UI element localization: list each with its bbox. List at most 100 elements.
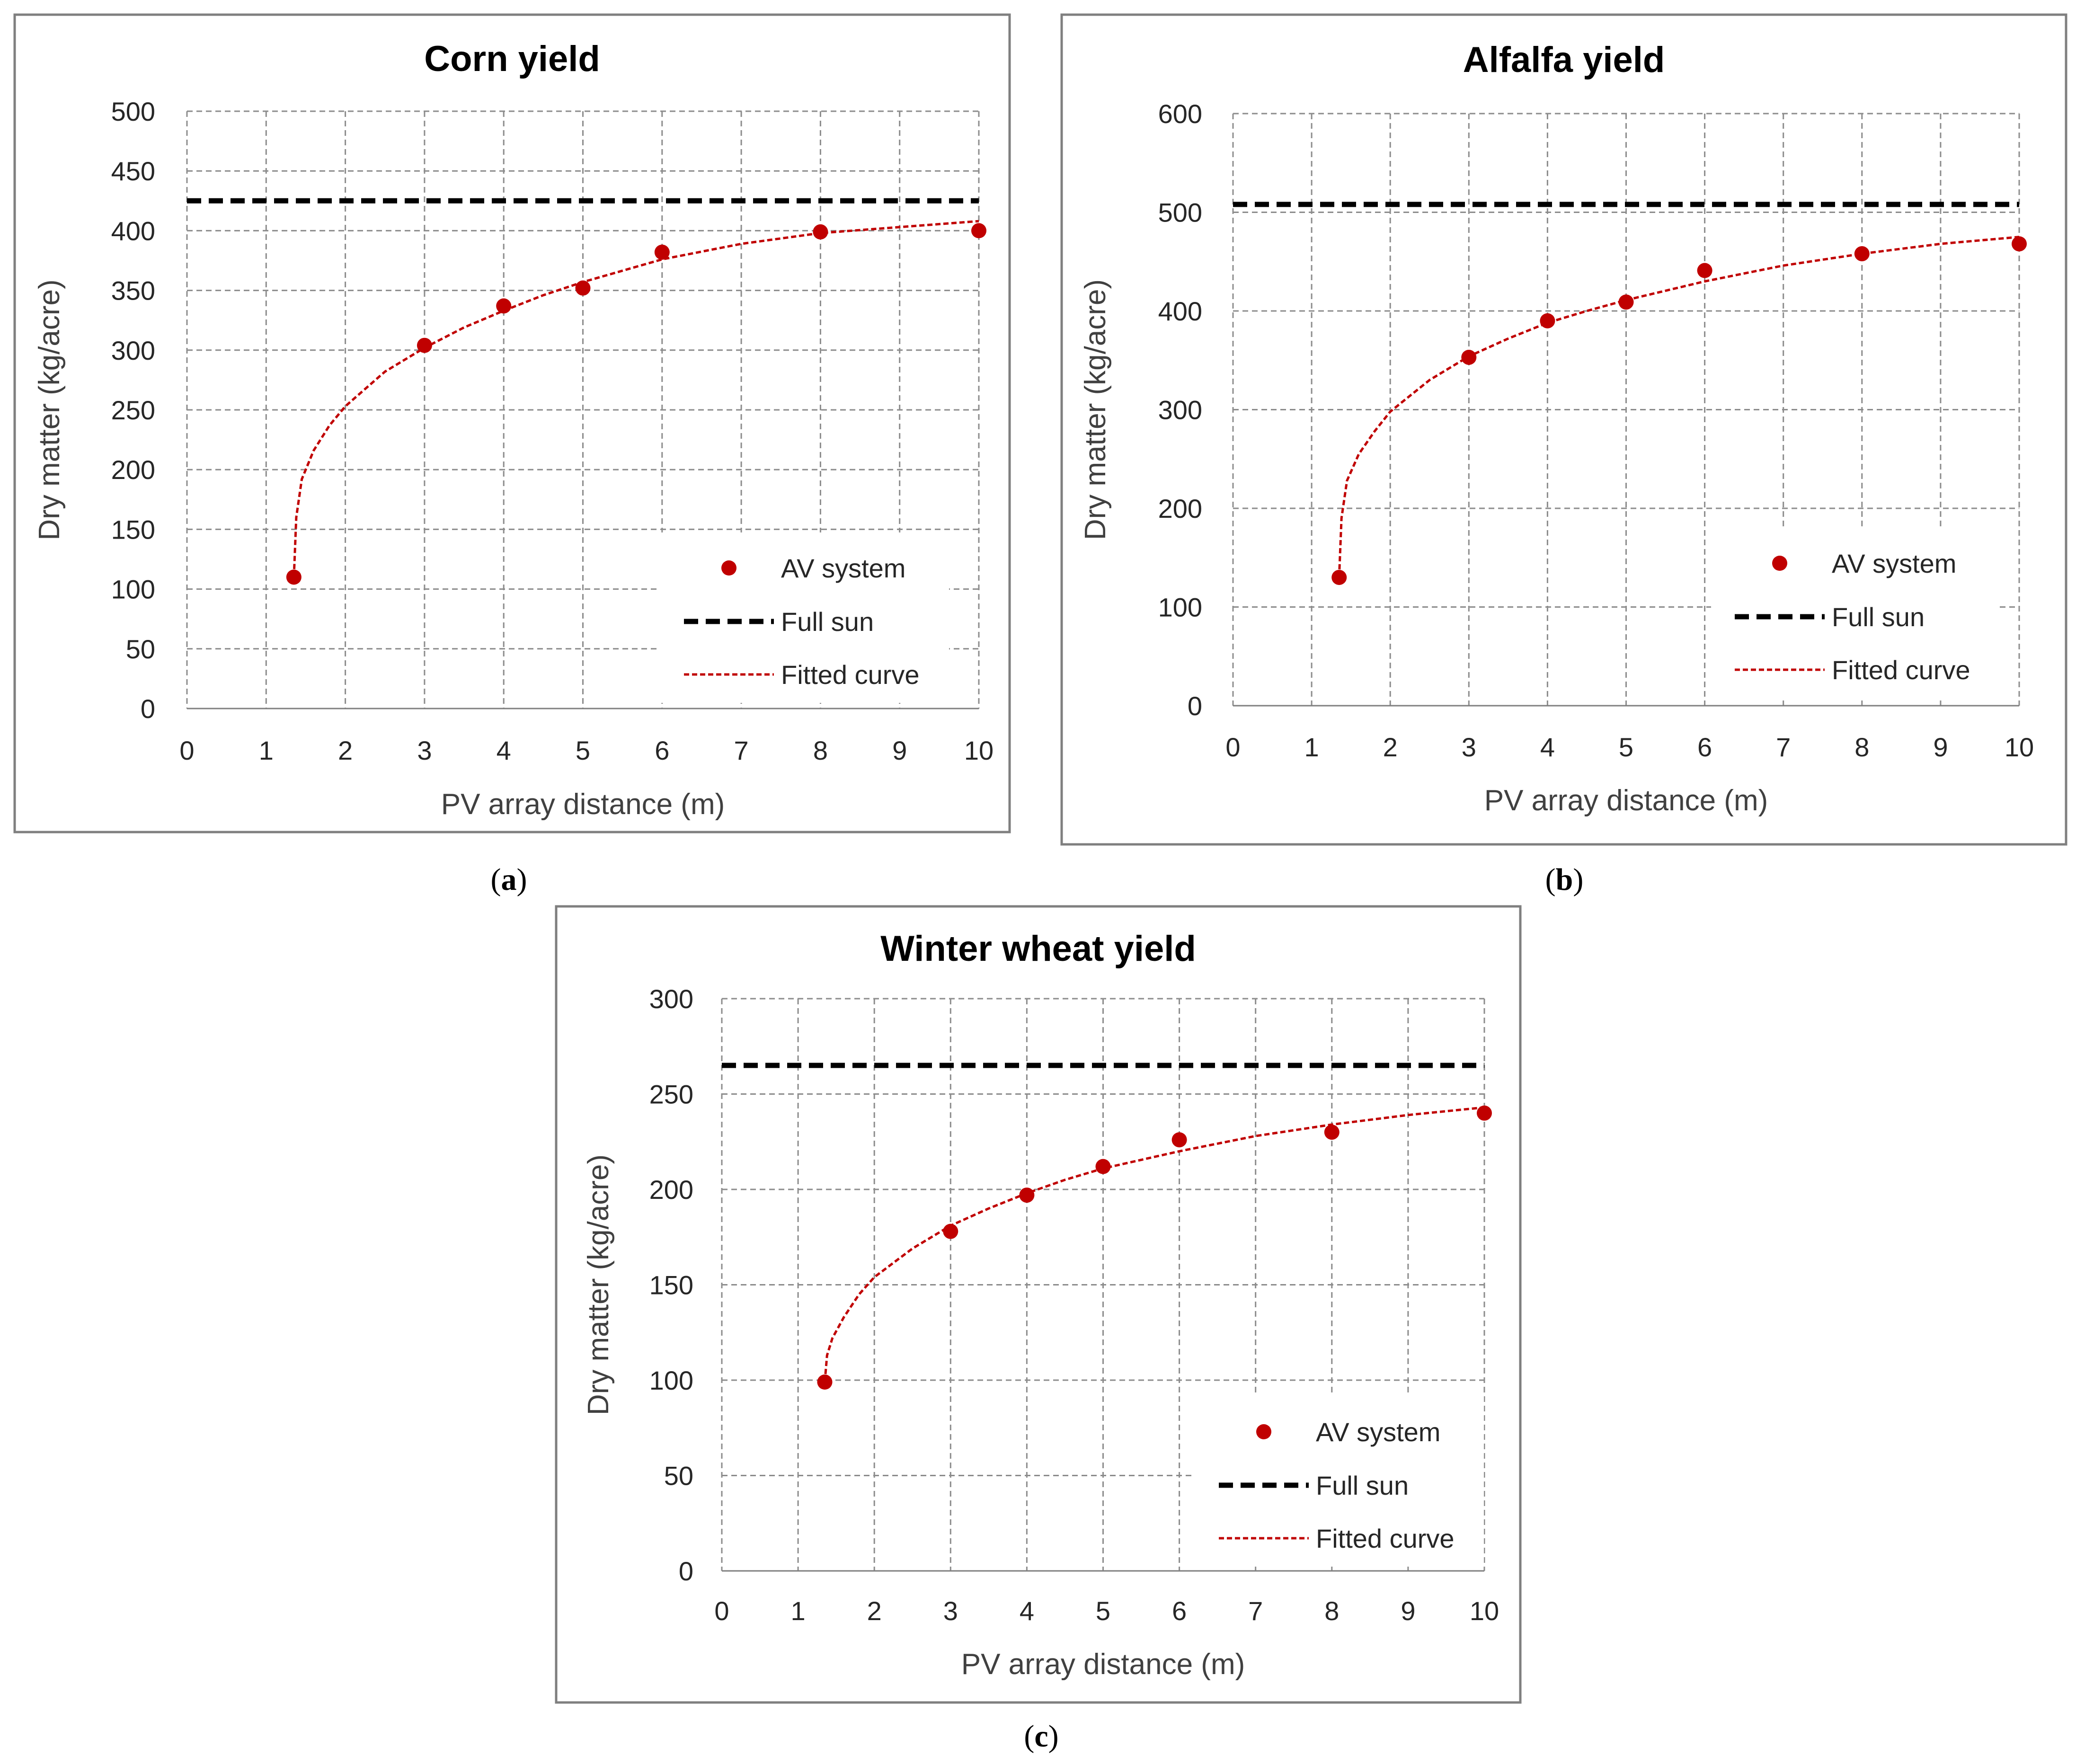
y-tick-label: 200 [111, 455, 155, 485]
y-tick-label: 100 [111, 575, 155, 604]
av-system-point [2012, 236, 2027, 252]
corn-yield-chart: Corn yield050100150200250300350400450500… [13, 13, 1011, 897]
y-axis-label: Dry matter (kg/acre) [1079, 279, 1112, 540]
chart-frame [13, 13, 1011, 833]
y-tick-label: 500 [111, 97, 155, 126]
legend-av-system-marker [1772, 556, 1787, 571]
legend-label: AV system [1832, 549, 1956, 578]
y-tick-label: 0 [141, 694, 155, 724]
y-tick-label: 250 [649, 1080, 693, 1109]
x-tick-label: 7 [1248, 1596, 1263, 1626]
x-tick-label: 0 [179, 736, 194, 765]
x-tick-label: 6 [1172, 1596, 1187, 1626]
x-tick-label: 3 [943, 1596, 958, 1626]
x-tick-label: 10 [2005, 732, 2034, 762]
legend-label: Full sun [1316, 1471, 1409, 1500]
legend-label: AV system [1316, 1417, 1440, 1447]
x-tick-label: 5 [1619, 732, 1633, 762]
fitted-curve [1338, 236, 2020, 578]
y-tick-label: 200 [649, 1175, 693, 1205]
av-system-point [417, 337, 432, 353]
av-system-point [654, 244, 670, 260]
chart-title: Alfalfa yield [1463, 40, 1665, 80]
y-tick-label: 400 [1158, 296, 1202, 326]
x-tick-label: 0 [1225, 732, 1240, 762]
legend-label: Full sun [781, 607, 874, 637]
av-system-point [1540, 313, 1555, 328]
y-tick-label: 500 [1158, 198, 1202, 228]
x-tick-label: 6 [655, 736, 669, 765]
av-system-point [1461, 349, 1477, 365]
y-tick-label: 600 [1158, 99, 1202, 129]
y-tick-label: 50 [664, 1461, 693, 1491]
x-tick-label: 10 [1470, 1596, 1499, 1626]
panel-caption-letter: c [1034, 1719, 1048, 1754]
y-tick-label: 300 [649, 984, 693, 1014]
y-tick-label: 350 [111, 276, 155, 306]
legend-av-system-marker [1256, 1424, 1271, 1439]
x-tick-label: 5 [1096, 1596, 1110, 1626]
panel-caption-letter: a [501, 862, 517, 897]
x-axis-label: PV array distance (m) [441, 788, 725, 821]
x-tick-label: 3 [1462, 732, 1476, 762]
y-tick-label: 100 [649, 1365, 693, 1395]
y-tick-label: 0 [679, 1556, 693, 1586]
chart-title: Winter wheat yield [880, 929, 1196, 969]
y-tick-label: 250 [111, 395, 155, 425]
av-system-point [817, 1374, 833, 1390]
av-system-point [575, 280, 591, 296]
x-tick-label: 4 [1540, 732, 1555, 762]
av-system-point [1171, 1132, 1187, 1148]
x-tick-label: 9 [892, 736, 907, 765]
y-tick-label: 50 [126, 634, 155, 664]
av-system-point [1324, 1125, 1340, 1140]
y-tick-label: 150 [111, 514, 155, 544]
x-tick-label: 8 [1324, 1596, 1339, 1626]
av-system-point [971, 223, 986, 239]
y-tick-label: 150 [649, 1270, 693, 1300]
x-tick-label: 9 [1401, 1596, 1415, 1626]
fitted-curve [293, 220, 979, 577]
x-tick-label: 2 [867, 1596, 882, 1626]
chart-frame [1060, 13, 2067, 846]
panel-caption: (a) [491, 862, 527, 897]
alfalfa-yield-chart: Alfalfa yield 0 100 200 300 400 500 600 0 1 2 3 4 5 6 7… [1060, 13, 2067, 897]
x-axis-label: PV array distance (m) [1484, 784, 1768, 817]
panel-caption-letter: b [1556, 862, 1573, 897]
legend-label: Full sun [1832, 602, 1925, 632]
av-system-point [1331, 569, 1347, 585]
y-tick-label: 300 [111, 336, 155, 365]
y-tick-label: 400 [111, 216, 155, 246]
av-system-point [943, 1223, 958, 1239]
av-system-point [1854, 246, 1870, 262]
y-tick-label: 100 [1158, 593, 1202, 622]
x-tick-label: 8 [813, 736, 828, 765]
legend-label: AV system [781, 553, 905, 583]
av-system-point [1095, 1159, 1111, 1174]
legend-label: Fitted curve [1832, 655, 1970, 685]
x-tick-label: 7 [1776, 732, 1791, 762]
av-system-point [1618, 294, 1634, 310]
y-tick-label: 450 [111, 156, 155, 186]
chart-frame [555, 905, 1522, 1704]
av-system-point [496, 298, 512, 314]
x-tick-label: 1 [1304, 732, 1319, 762]
legend-label: Fitted curve [781, 660, 920, 690]
winter-wheat-yield-chart: Winter wheat yield 0 50 100 150 200 250 300 0 1 2 3… [555, 905, 1522, 1754]
av-system-point [1697, 263, 1712, 278]
legend-label: Fitted curve [1316, 1524, 1455, 1553]
y-axis-label: Dry matter (kg/acre) [582, 1154, 615, 1415]
y-tick-label: 300 [1158, 395, 1202, 425]
x-tick-label: 8 [1854, 732, 1869, 762]
x-tick-label: 7 [734, 736, 749, 765]
av-system-point [1477, 1105, 1492, 1121]
x-tick-label: 5 [576, 736, 590, 765]
x-tick-label: 2 [1383, 732, 1398, 762]
y-axis-label: Dry matter (kg/acre) [33, 279, 66, 540]
chart-panels: Corn yield050100150200250300350400450500… [13, 13, 2067, 1754]
y-tick-label: 0 [1188, 691, 1202, 721]
legend-av-system-marker [721, 560, 736, 576]
fitted-curve [824, 1106, 1485, 1383]
x-axis-label: PV array distance (m) [961, 1648, 1245, 1681]
